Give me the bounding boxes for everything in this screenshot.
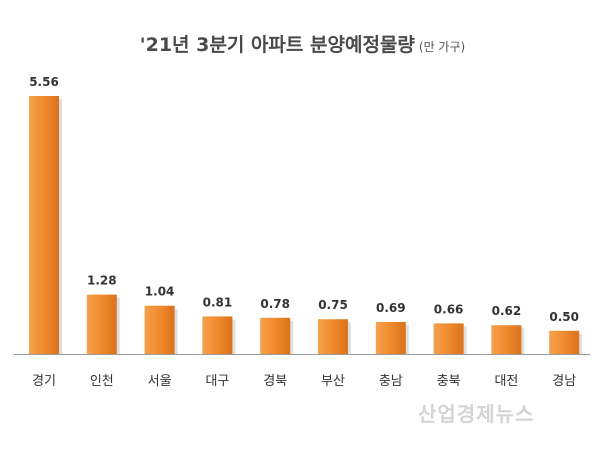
category-label: 충남: [379, 374, 403, 389]
category-label: 인천: [90, 374, 114, 389]
bar-8: [433, 323, 464, 354]
category-label: 경북: [263, 374, 287, 389]
category-label: 대구: [205, 374, 229, 389]
bar-3: [144, 305, 175, 354]
bar-1: [29, 96, 59, 354]
chart-title-unit: (만 가구): [418, 40, 466, 54]
value-label: 5.56: [29, 75, 59, 89]
value-label: 0.78: [260, 297, 290, 311]
value-label: 0.75: [318, 298, 348, 312]
value-label: 1.28: [87, 274, 117, 288]
category-label: 충북: [437, 374, 461, 389]
bar-4: [202, 316, 233, 354]
bar-5: [260, 317, 291, 354]
chart-title-main: '21년 3분기 아파트 분양예정물량: [139, 34, 415, 56]
chart-title: '21년 3분기 아파트 분양예정물량 (만 가구): [0, 30, 605, 57]
value-label: 0.66: [434, 302, 464, 316]
bar-2: [86, 294, 117, 354]
category-label: 경기: [32, 374, 56, 389]
bar-7: [375, 321, 406, 354]
category-label: 대전: [494, 374, 518, 389]
value-label: 0.50: [549, 310, 579, 324]
value-label: 1.04: [145, 285, 175, 299]
bar-9: [491, 325, 522, 354]
category-label: 경남: [552, 374, 576, 389]
bar-group: 5.56 1.28 1.04 0.81 0.78 0.75 0.69 0.66 0.62 0.50: [29, 75, 583, 354]
category-label: 부산: [321, 374, 345, 389]
value-label: 0.81: [203, 295, 233, 309]
category-label: 서울: [148, 374, 172, 389]
watermark-logo: 산업경제뉴스: [418, 402, 535, 426]
value-label: 0.69: [376, 301, 406, 315]
bar-6: [318, 319, 348, 354]
bar-10: [549, 330, 580, 354]
category-labels: 경기 인천 서울 대구 경북 부산 충남 충북 대전 경남: [32, 374, 576, 389]
value-label: 0.62: [492, 304, 522, 318]
